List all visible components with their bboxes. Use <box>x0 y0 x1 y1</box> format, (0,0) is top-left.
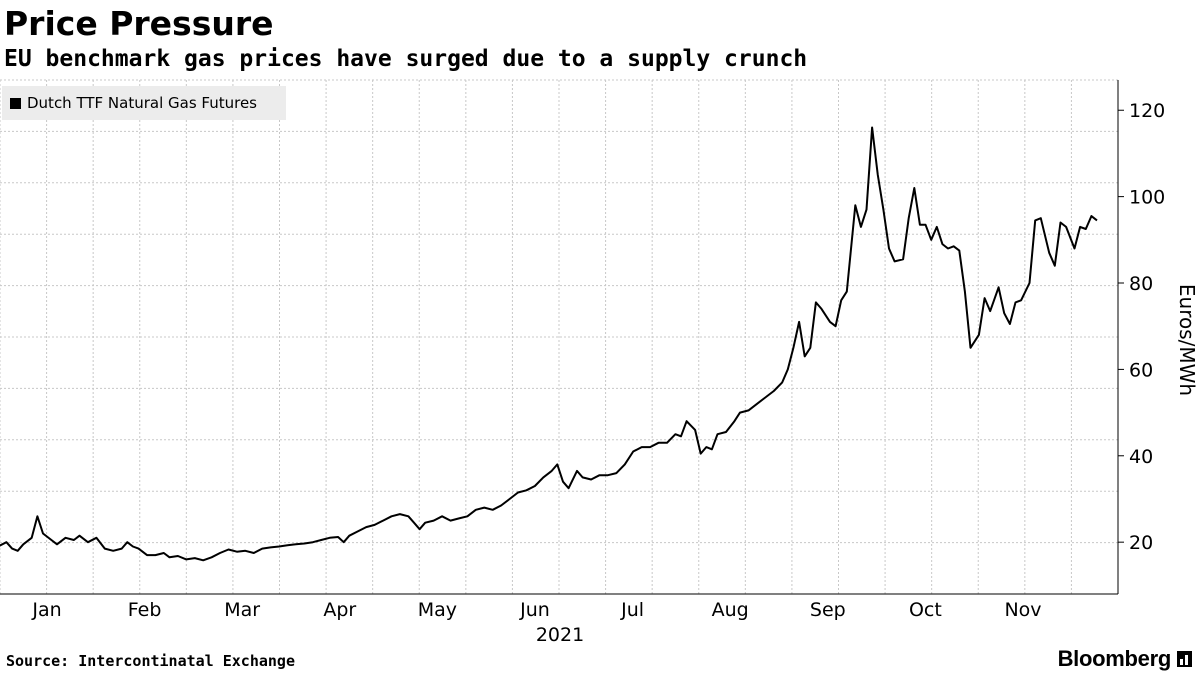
y-tick-label: 100 <box>1129 187 1165 209</box>
x-tick-label: Oct <box>909 599 942 621</box>
x-tick-label: Nov <box>1004 599 1041 621</box>
grid <box>0 79 1119 595</box>
chart-subtitle: EU benchmark gas prices have surged due … <box>4 46 808 72</box>
axes: 20 40 60 80 100 120 Euros/MWh Jan Feb Mar Apr May Ju… <box>0 80 1199 646</box>
source-note: Source: Intercontinatal Exchange <box>6 652 295 670</box>
legend-label: Dutch TTF Natural Gas Futures <box>27 94 257 112</box>
x-tick-label: Mar <box>224 599 260 621</box>
y-tick-label: 20 <box>1129 532 1153 554</box>
x-tick-label: Jan <box>31 599 61 621</box>
series-layer <box>0 126 1098 562</box>
y-tick-label: 40 <box>1129 446 1153 468</box>
x-tick-label: Jun <box>519 599 550 621</box>
logo-text: Bloomberg <box>1057 646 1172 671</box>
y-axis-title: Euros/MWh <box>1175 284 1199 396</box>
legend-swatch <box>10 97 21 109</box>
x-tick-label: Aug <box>712 599 749 621</box>
chart-title: Price Pressure <box>4 4 274 43</box>
x-tick-label: Sep <box>810 599 846 621</box>
legend: Dutch TTF Natural Gas Futures <box>2 86 286 120</box>
x-tick-label: Jul <box>620 599 644 621</box>
x-tick-label: Feb <box>128 599 162 621</box>
logo-mark-icon <box>1177 651 1192 667</box>
y-tick-label: 60 <box>1129 359 1153 381</box>
x-axis-year-label: 2021 <box>536 624 584 646</box>
y-tick-label: 120 <box>1129 100 1165 122</box>
series-line-dutch-ttf <box>0 126 1098 562</box>
bloomberg-logo: Bloomberg <box>1058 646 1192 672</box>
y-tick-label: 80 <box>1129 273 1153 295</box>
x-tick-label: May <box>418 599 457 621</box>
x-tick-label: Apr <box>323 599 356 621</box>
